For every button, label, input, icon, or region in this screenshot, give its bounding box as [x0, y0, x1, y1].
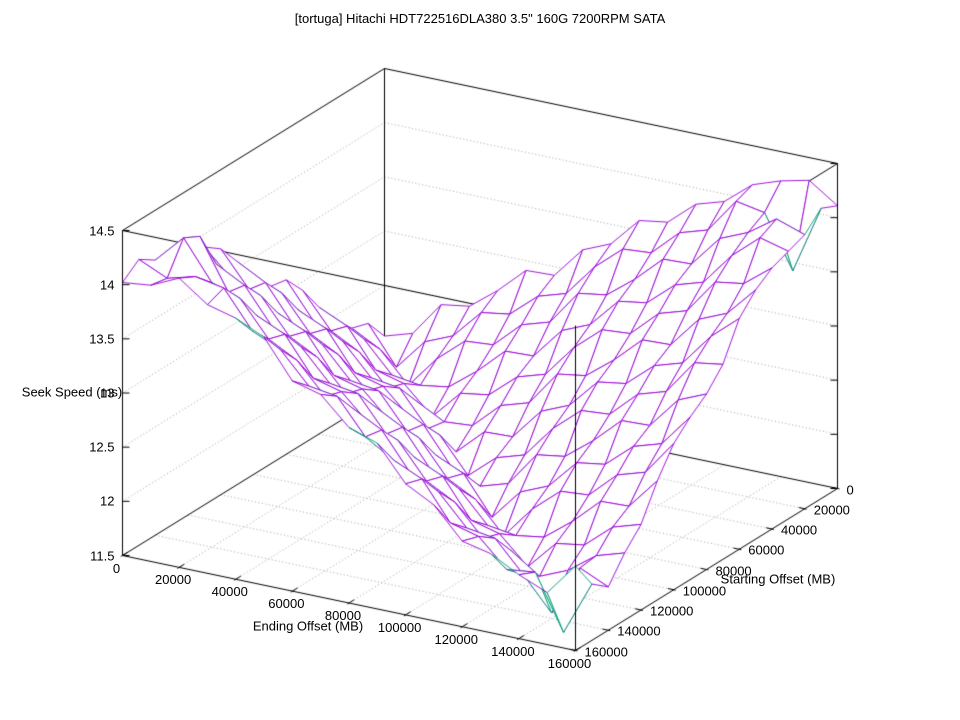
z-tick-label: 12.5	[89, 439, 115, 455]
x-tick-label: 160000	[547, 655, 592, 671]
z-tick-label: 14	[100, 277, 115, 293]
y-tick-label: 100000	[682, 583, 727, 599]
x-tick-label: 140000	[491, 643, 535, 659]
y-tick-label: 20000	[813, 502, 850, 518]
x-axis-label: Ending Offset (MB)	[252, 618, 364, 634]
z-tick-label: 14.5	[89, 223, 115, 238]
y-tick-label: 60000	[748, 542, 785, 558]
x-tick-label: 20000	[155, 572, 192, 588]
chart-title: [tortuga] Hitachi HDT722516DLA380 3.5" 1…	[294, 11, 666, 26]
z-tick-label: 11.5	[90, 548, 115, 563]
x-tick-label: 100000	[377, 619, 422, 635]
x-tick-label: 0	[112, 560, 121, 576]
z-axis-label: Seek Speed (ms)	[21, 384, 123, 400]
z-tick-label: 13	[100, 385, 115, 401]
x-tick-label: 120000	[434, 631, 478, 647]
x-tick-label: 40000	[211, 584, 248, 600]
y-tick-label: 140000	[617, 623, 661, 639]
y-tick-label: 120000	[650, 603, 694, 619]
z-tick-label: 12	[100, 493, 115, 509]
z-tick-label: 13.5	[89, 331, 115, 347]
y-tick-label: 80000	[715, 563, 752, 578]
y-tick-label: 0	[846, 482, 854, 497]
x-tick-label: 60000	[268, 596, 305, 612]
y-tick-label: 40000	[781, 522, 818, 538]
x-tick-label: 80000	[324, 608, 362, 623]
y-axis-label: Starting Offset (MB)	[720, 571, 836, 587]
y-tick-label: 160000	[584, 644, 628, 659]
